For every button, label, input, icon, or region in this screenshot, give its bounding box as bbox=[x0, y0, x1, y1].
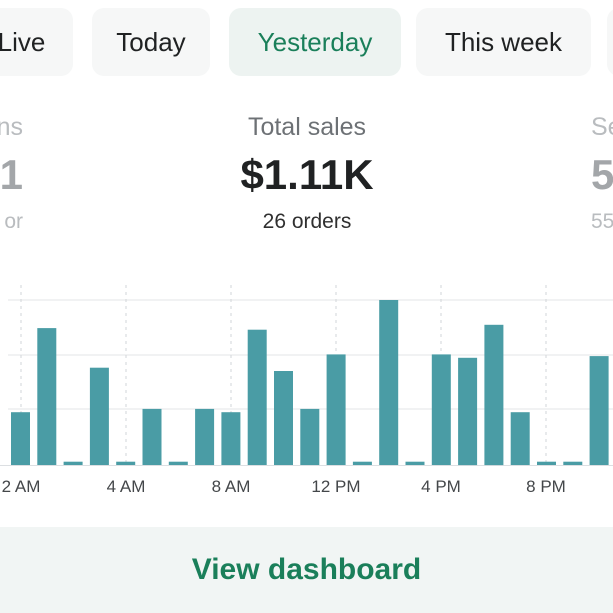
chart-x-tick-label: 4 PM bbox=[421, 477, 461, 496]
total-sales-orders: 26 orders bbox=[262, 210, 352, 233]
metric-right-sub: 55 bbox=[591, 210, 613, 233]
chart-bar bbox=[195, 408, 215, 465]
chart-bar bbox=[589, 356, 609, 465]
chart-bar bbox=[537, 461, 556, 465]
metric-left-sub: or bbox=[4, 210, 23, 233]
chart-bar bbox=[89, 367, 109, 465]
chart-bar bbox=[431, 354, 451, 465]
chart-bar bbox=[274, 371, 293, 465]
chart-bar bbox=[37, 328, 57, 465]
chart-x-tick-label: 8 PM bbox=[526, 477, 566, 496]
chart-bar bbox=[116, 461, 136, 465]
total-sales-value: $1.11K bbox=[240, 151, 374, 198]
metric-left-partial[interactable]: ns 1 or bbox=[0, 112, 23, 235]
total-sales-label: Total sales bbox=[247, 113, 367, 141]
tab-this-week[interactable]: This week bbox=[416, 8, 591, 76]
tab-today[interactable]: Today bbox=[92, 8, 210, 76]
metric-right-partial[interactable]: Se 5 55 bbox=[591, 112, 613, 235]
chart-bar bbox=[510, 412, 530, 465]
chart-bar bbox=[11, 412, 30, 465]
view-dashboard-label: View dashboard bbox=[191, 553, 422, 586]
tab-yesterday[interactable]: Yesterday bbox=[229, 8, 401, 76]
sales-bar-chart: 2 AM 4 AM 8 AM 12 PM 4 PM 8 PM bbox=[0, 285, 613, 496]
chart-bar bbox=[300, 408, 320, 465]
metric-right-value: 5 bbox=[591, 151, 613, 198]
chart-bar bbox=[379, 300, 399, 465]
chart-bar bbox=[168, 461, 188, 465]
view-dashboard-button[interactable]: View dashboard bbox=[0, 527, 613, 613]
chart-bar bbox=[247, 329, 267, 465]
chart-x-tick-label: 12 PM bbox=[311, 477, 360, 496]
chart-x-tick-label: 2 AM bbox=[2, 477, 41, 496]
date-range-tabs: Live Today Yesterday This week bbox=[0, 8, 613, 76]
chart-bar bbox=[352, 461, 372, 465]
chart-bar bbox=[458, 357, 478, 466]
chart-bar bbox=[563, 461, 583, 465]
chart-x-tick-label: 4 AM bbox=[107, 477, 146, 496]
chart-bar bbox=[326, 354, 346, 465]
chart-bar bbox=[405, 461, 425, 465]
metric-right-label: Se bbox=[591, 113, 613, 141]
metric-left-label: ns bbox=[0, 113, 23, 141]
chart-bar bbox=[221, 412, 241, 465]
chart-bar bbox=[484, 324, 504, 466]
metric-total-sales[interactable]: Total sales $1.11K 26 orders bbox=[157, 112, 457, 235]
chart-bar bbox=[63, 461, 83, 465]
chart-x-tick-label: 8 AM bbox=[212, 477, 251, 496]
chart-bar bbox=[142, 408, 162, 465]
tab-next-partial[interactable] bbox=[607, 8, 613, 76]
metric-left-value: 1 bbox=[0, 151, 23, 198]
tab-live[interactable]: Live bbox=[0, 8, 73, 76]
